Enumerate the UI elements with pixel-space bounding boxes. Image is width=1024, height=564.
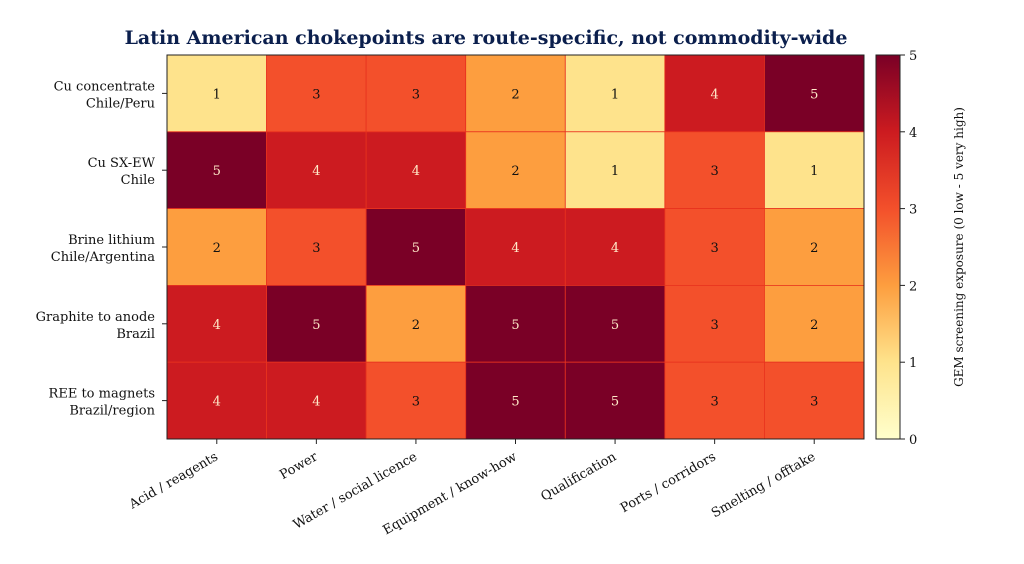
- cell-value: 5: [412, 241, 420, 256]
- cell-value: 4: [312, 395, 320, 410]
- cell-value: 3: [711, 395, 719, 410]
- cell-value: 3: [412, 395, 420, 410]
- heatmap-cell: [465, 54, 566, 133]
- cell-value: 3: [810, 395, 818, 410]
- cell-value: 4: [312, 164, 320, 179]
- cell-value: 2: [810, 318, 818, 333]
- cell-value: 2: [511, 87, 519, 102]
- chart-title: Latin American chokepoints are route-spe…: [125, 27, 848, 49]
- column-label: Smelting / offtake: [709, 449, 818, 521]
- heatmap-cell: [465, 284, 566, 363]
- cell-value: 3: [312, 241, 320, 256]
- cell-value: 4: [711, 87, 719, 102]
- cell-value: 2: [810, 241, 818, 256]
- cell-value: 5: [611, 318, 619, 333]
- cell-value: 2: [213, 241, 221, 256]
- heatmap-cells: [166, 54, 865, 440]
- cell-value: 3: [711, 318, 719, 333]
- cell-value: 4: [611, 241, 619, 256]
- cell-values: 1 3 3 2 1 4 5 5 4 4 2 1 3 1 2 3 5 4 4 3 2 4 5 2 5 5 3 2 4 4 3 5 5 3 3: [213, 87, 819, 409]
- cell-value: 4: [511, 241, 519, 256]
- cell-value: 2: [412, 318, 420, 333]
- heatmap-cell: [365, 208, 467, 286]
- cell-value: 5: [213, 164, 221, 179]
- heatmap-cell: [465, 208, 566, 286]
- heatmap-cell: [166, 284, 267, 363]
- cell-value: 4: [213, 318, 221, 333]
- heatmap-cell: [664, 208, 765, 286]
- cell-value: 5: [511, 318, 519, 333]
- heatmap-cell: [266, 208, 367, 286]
- column-label: Ports / corridors: [618, 449, 719, 516]
- cell-value: 3: [312, 87, 320, 102]
- heatmap-cell: [365, 131, 467, 210]
- cell-value: 1: [213, 87, 221, 102]
- row-label: Brine lithium Chile/Argentina: [51, 233, 155, 265]
- colorbar-tick-label: 4: [909, 126, 917, 141]
- heatmap-cell: [166, 54, 267, 133]
- colorbar-tick-label: 1: [909, 356, 917, 371]
- heatmap-cell: [564, 131, 666, 210]
- heatmap-cell: [664, 54, 765, 133]
- cell-value: 5: [611, 395, 619, 410]
- cell-value: 3: [711, 164, 719, 179]
- row-label: Cu SX-EW Chile: [88, 156, 156, 188]
- heatmap-cell: [266, 284, 367, 363]
- plot-frame: [166, 54, 865, 440]
- colorbar-tick-label: 2: [909, 279, 917, 294]
- heatmap-cell: [564, 208, 666, 286]
- heatmap-cell: [166, 208, 267, 286]
- column-label: Power: [277, 449, 321, 483]
- heatmap-cell: [764, 208, 865, 286]
- cell-value: 5: [511, 395, 519, 410]
- colorbar: 0 1 2 3 4 5 GEM screening exposure (0 low - 5…: [875, 49, 966, 448]
- row-label: Graphite to anode Brazil: [36, 310, 156, 342]
- heatmap-cell: [764, 361, 865, 440]
- cell-value: 4: [213, 395, 221, 410]
- column-label: Qualification: [538, 449, 619, 504]
- cell-value: 3: [711, 241, 719, 256]
- heatmap-cell: [664, 284, 765, 363]
- cell-value: 1: [611, 87, 619, 102]
- heatmap-cell: [166, 361, 267, 440]
- cell-value: 1: [810, 164, 818, 179]
- colorbar-ticks: 0 1 2 3 4 5: [900, 49, 917, 448]
- heatmap-cell: [764, 284, 865, 363]
- cell-value: 5: [810, 87, 818, 102]
- row-label: Cu concentrate Chile/Peru: [54, 79, 156, 111]
- colorbar-tick-label: 5: [909, 49, 917, 64]
- cell-value: 5: [312, 318, 320, 333]
- column-label: Acid / reagents: [126, 449, 221, 512]
- row-label: REE to magnets Brazil/region: [49, 387, 156, 419]
- cell-value: 3: [412, 87, 420, 102]
- heatmap-cell: [764, 131, 865, 210]
- colorbar-tick-label: 3: [909, 203, 917, 218]
- heatmap-cell: [564, 54, 666, 133]
- colorbar-gradient: [875, 54, 901, 440]
- heatmap-cell: [664, 131, 765, 210]
- cell-value: 1: [611, 164, 619, 179]
- heatmap-cell: [365, 361, 467, 440]
- cell-value: 4: [412, 164, 420, 179]
- colorbar-tick-label: 0: [909, 433, 917, 448]
- heatmap-cell: [266, 54, 367, 133]
- cell-value: 2: [511, 164, 519, 179]
- colorbar-label: GEM screening exposure (0 low - 5 very h…: [952, 107, 966, 387]
- row-labels: Cu concentrate Chile/Peru Cu SX-EW Chile Bri…: [36, 79, 167, 419]
- heatmap-cell: [166, 131, 267, 210]
